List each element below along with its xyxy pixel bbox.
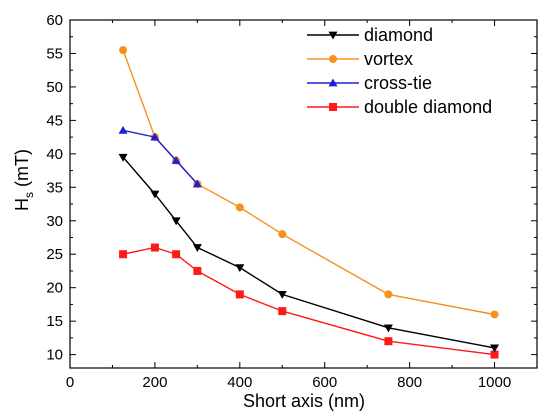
data-point-diamond xyxy=(383,324,393,333)
data-point-double-diamond xyxy=(119,250,128,259)
data-point-diamond xyxy=(192,244,202,253)
data-point-vortex xyxy=(384,290,393,299)
y-tick-label: 55 xyxy=(46,45,63,62)
x-tick-label: 200 xyxy=(142,374,167,391)
y-tick-label: 15 xyxy=(46,313,63,330)
data-point-diamond xyxy=(277,291,287,299)
data-point-cross-tie xyxy=(118,125,128,134)
legend-item-double-diamond: double diamond xyxy=(307,97,492,117)
data-point-double-diamond xyxy=(193,266,202,275)
y-axis-title-sub: s xyxy=(22,192,36,198)
legend-marker-diamond xyxy=(328,31,338,40)
data-point-double-diamond xyxy=(235,290,244,299)
y-axis-title: Hs (mT) xyxy=(12,149,36,211)
x-tick-label: 600 xyxy=(312,374,337,391)
data-point-diamond xyxy=(490,344,500,353)
data-point-vortex xyxy=(119,46,128,55)
series-diamond xyxy=(118,153,500,353)
x-tick-label: 400 xyxy=(227,374,252,391)
legend-label-vortex: vortex xyxy=(364,49,413,69)
series-line-vortex xyxy=(122,49,495,316)
data-point-diamond xyxy=(150,190,160,199)
legend-marker-vortex xyxy=(329,55,337,63)
legend-item-diamond: diamond xyxy=(307,25,433,45)
y-tick-label: 50 xyxy=(46,79,63,96)
data-point-vortex xyxy=(235,203,244,212)
series-line-cross-tie xyxy=(122,129,198,185)
data-point-vortex xyxy=(490,310,499,319)
y-axis-title-main: H xyxy=(12,198,32,211)
axes-layer: 0 200 400 600 800 1000 10 15 20 25 30 35 40 45 50 55 60 xyxy=(46,12,538,391)
y-tick-label: 25 xyxy=(46,246,63,263)
legend-item-cross-tie: cross-tie xyxy=(307,73,432,93)
data-point-vortex xyxy=(278,230,287,239)
series-cross-tie xyxy=(118,125,202,188)
data-point-diamond xyxy=(171,217,181,226)
legend-marker-cross-tie xyxy=(328,78,338,87)
series-line-double-diamond xyxy=(122,246,495,356)
series-double-diamond xyxy=(119,243,499,359)
y-tick-label: 45 xyxy=(46,112,63,129)
data-point-cross-tie xyxy=(150,132,160,141)
y-tick-label: 10 xyxy=(46,347,63,364)
y-tick-label: 30 xyxy=(46,213,63,230)
y-tick-label: 35 xyxy=(46,179,63,196)
x-tick-label: 1000 xyxy=(478,374,511,391)
data-point-diamond xyxy=(118,153,128,162)
y-axis-title-unit: (mT) xyxy=(12,149,32,192)
legend: diamond vortex cross-tie double diamond xyxy=(307,25,492,117)
x-axis-title: Short axis (nm) xyxy=(243,391,365,411)
legend-label-diamond: diamond xyxy=(364,25,433,45)
series-line-diamond xyxy=(122,156,495,349)
data-point-double-diamond xyxy=(278,307,287,316)
data-point-diamond xyxy=(235,264,245,273)
data-point-double-diamond xyxy=(150,243,159,252)
y-tick-label: 40 xyxy=(46,146,63,163)
data-point-cross-tie xyxy=(171,156,181,164)
y-tick-label: 20 xyxy=(46,280,63,297)
plot-frame xyxy=(69,19,538,369)
series-vortex xyxy=(119,46,499,319)
legend-label-double-diamond: double diamond xyxy=(364,97,492,117)
series-layer xyxy=(118,46,500,359)
x-tick-label: 0 xyxy=(66,374,74,391)
x-tick-label: 800 xyxy=(397,374,422,391)
data-point-double-diamond xyxy=(172,250,181,259)
legend-marker-double-diamond xyxy=(329,103,337,111)
legend-label-cross-tie: cross-tie xyxy=(364,73,432,93)
data-point-double-diamond xyxy=(490,350,499,359)
data-point-cross-tie xyxy=(192,179,202,188)
legend-item-vortex: vortex xyxy=(307,49,413,69)
data-point-double-diamond xyxy=(384,337,393,346)
y-tick-label: 60 xyxy=(46,12,63,29)
